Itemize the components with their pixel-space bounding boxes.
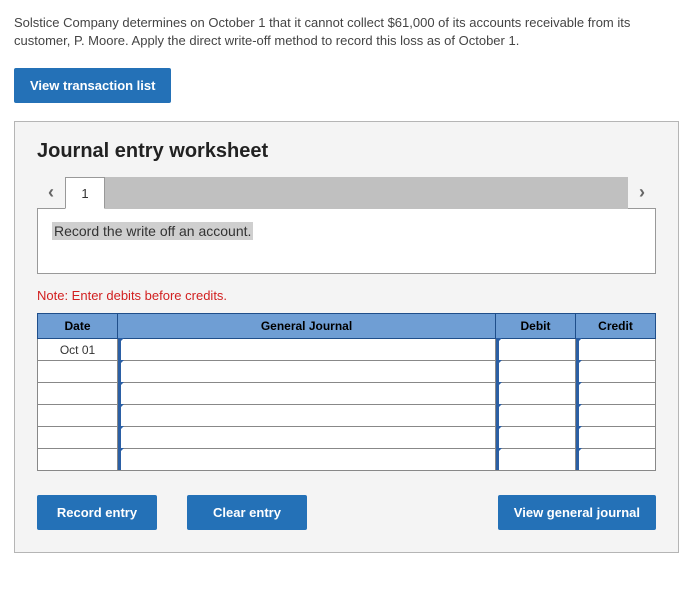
tab-strip-background [105,177,628,209]
cell-general-journal[interactable] [118,383,496,405]
cell-credit[interactable] [576,339,656,361]
table-row [38,405,656,427]
chevron-left-icon[interactable]: ‹ [37,177,65,209]
cell-date[interactable] [38,383,118,405]
cell-general-journal[interactable] [118,405,496,427]
cell-debit[interactable] [496,405,576,427]
cell-debit[interactable] [496,361,576,383]
cell-date[interactable] [38,405,118,427]
cell-debit[interactable] [496,383,576,405]
tab-bar: ‹ 1 › [37,177,656,209]
entry-instruction: Record the write off an account. [52,222,253,240]
cell-date[interactable] [38,427,118,449]
col-header-general-journal: General Journal [118,314,496,339]
col-header-debit: Debit [496,314,576,339]
table-row [38,361,656,383]
cell-debit[interactable] [496,449,576,471]
cell-credit[interactable] [576,449,656,471]
cell-general-journal[interactable] [118,361,496,383]
cell-date[interactable] [38,361,118,383]
journal-worksheet-panel: Journal entry worksheet ‹ 1 › Record the… [14,121,679,553]
record-entry-button[interactable]: Record entry [37,495,157,530]
action-button-row: Record entry Clear entry View general jo… [37,495,656,530]
cell-date[interactable]: Oct 01 [38,339,118,361]
cell-credit[interactable] [576,405,656,427]
cell-credit[interactable] [576,383,656,405]
clear-entry-button[interactable]: Clear entry [187,495,307,530]
cell-credit[interactable] [576,427,656,449]
table-row [38,427,656,449]
cell-general-journal[interactable] [118,427,496,449]
journal-entry-table: Date General Journal Debit Credit Oct 01 [37,313,656,471]
tab-entry-1[interactable]: 1 [65,177,105,209]
table-row: Oct 01 [38,339,656,361]
table-row [38,449,656,471]
cell-debit[interactable] [496,427,576,449]
view-transaction-list-button[interactable]: View transaction list [14,68,171,103]
spacer [337,495,468,530]
col-header-date: Date [38,314,118,339]
table-header-row: Date General Journal Debit Credit [38,314,656,339]
cell-general-journal[interactable] [118,339,496,361]
cell-credit[interactable] [576,361,656,383]
chevron-right-icon[interactable]: › [628,177,656,209]
cell-general-journal[interactable] [118,449,496,471]
debits-before-credits-note: Note: Enter debits before credits. [37,288,656,303]
question-prompt: Solstice Company determines on October 1… [14,14,679,50]
instruction-panel: Record the write off an account. [37,209,656,274]
cell-date[interactable] [38,449,118,471]
worksheet-title: Journal entry worksheet [37,140,656,163]
col-header-credit: Credit [576,314,656,339]
view-general-journal-button[interactable]: View general journal [498,495,656,530]
table-row [38,383,656,405]
cell-debit[interactable] [496,339,576,361]
